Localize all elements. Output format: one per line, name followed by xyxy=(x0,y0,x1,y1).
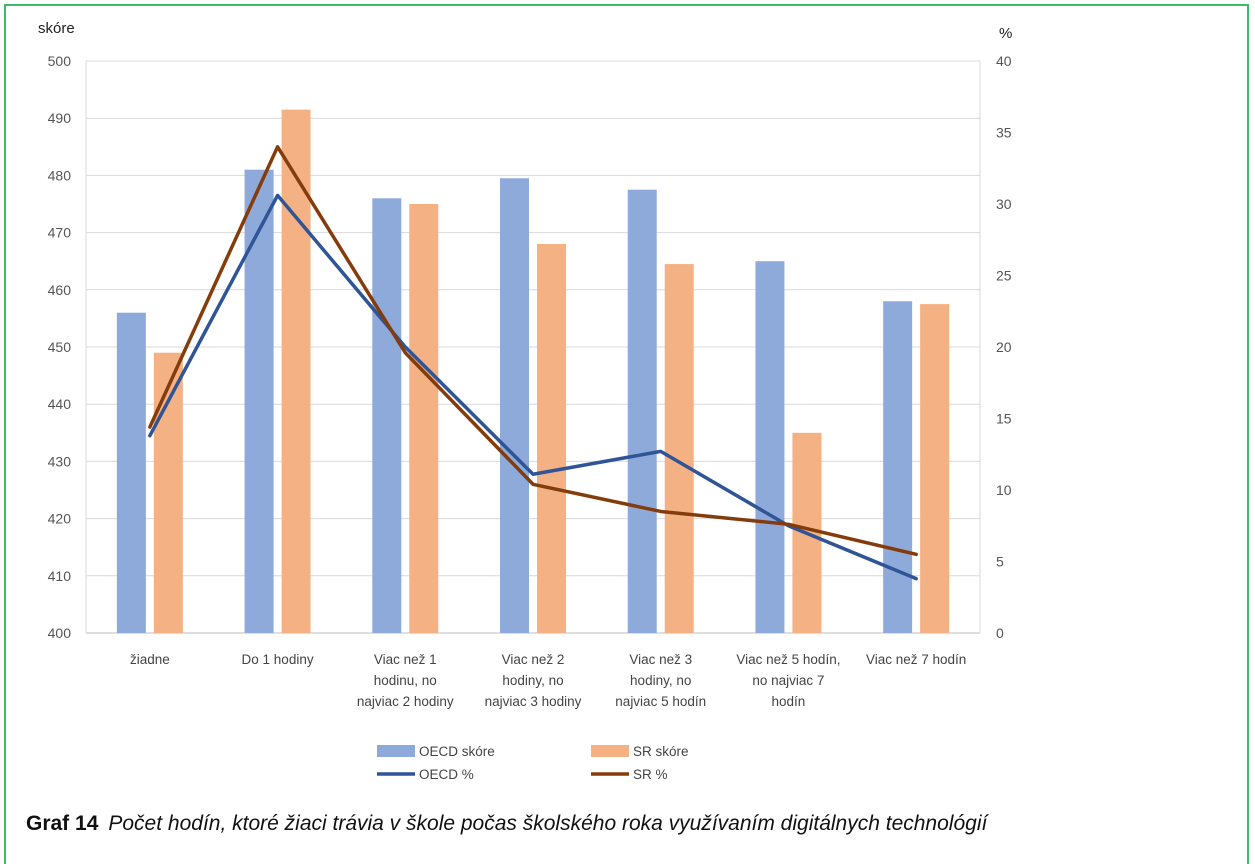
legend-swatch xyxy=(377,745,415,757)
category-label-line: hodinu, no xyxy=(374,673,437,688)
left-axis-ticks: 400 410 420 430 440 450 460 470 480 490 500 xyxy=(48,53,72,641)
right-tick-label: 30 xyxy=(996,196,1012,212)
category-label-line: Viac než 2 xyxy=(502,652,565,667)
category-label-line: Viac než 1 xyxy=(374,652,437,667)
left-tick-label: 420 xyxy=(48,511,72,527)
category-label-line: Viac než 3 xyxy=(629,652,692,667)
category-label: Viac než 1 hodinu, no najviac 2 hodiny xyxy=(357,652,454,709)
category-label: Viac než 7 hodín xyxy=(866,652,966,667)
right-axis-title: % xyxy=(999,25,1012,42)
lines xyxy=(148,145,918,581)
category-label-line: hodiny, no xyxy=(502,673,563,688)
caption-text: Počet hodín, ktoré žiaci trávia v škole … xyxy=(108,812,988,835)
bar-oecd-sk-re xyxy=(372,198,402,633)
combo-chart: 400 410 420 430 440 450 460 470 480 490 500 0 5 10 15… xyxy=(38,20,1012,782)
right-tick-label: 40 xyxy=(996,53,1012,69)
legend-label: SR % xyxy=(633,767,668,782)
figure-frame xyxy=(4,4,1249,864)
category-label: Do 1 hodiny xyxy=(242,652,314,667)
left-tick-label: 410 xyxy=(48,568,72,584)
bar-oecd-sk-re xyxy=(627,189,657,633)
bar-sr-sk-re xyxy=(153,352,183,633)
right-tick-label: 15 xyxy=(996,411,1012,427)
legend-label: OECD skóre xyxy=(419,744,495,759)
bars xyxy=(116,109,950,634)
right-tick-label: 35 xyxy=(996,125,1012,141)
bar-oecd-sk-re xyxy=(116,312,146,633)
legend: OECD skóre SR skóre OECD % SR % xyxy=(377,744,689,782)
right-tick-label: 0 xyxy=(996,625,1004,641)
right-axis-ticks: 0 5 10 15 20 25 30 35 40 xyxy=(996,53,1012,641)
bar-sr-sk-re xyxy=(537,244,566,634)
caption-number: Graf 14 xyxy=(26,812,99,835)
category-label: Viac než 2 hodiny, no najviac 3 hodiny xyxy=(485,652,582,709)
category-label: Viac než 3 hodiny, no najviac 5 hodín xyxy=(615,652,706,709)
category-label-line: hodiny, no xyxy=(630,673,691,688)
bar-sr-sk-re xyxy=(664,264,694,633)
legend-swatch xyxy=(591,745,629,757)
category-label-line: no najviac 7 xyxy=(752,673,824,688)
right-tick-label: 10 xyxy=(996,482,1012,498)
category-label: žiadne xyxy=(130,652,170,667)
left-axis-title: skóre xyxy=(38,20,75,37)
left-tick-label: 500 xyxy=(48,53,72,69)
figure-caption: Graf 14 Počet hodín, ktoré žiaci trávia v… xyxy=(26,812,987,836)
line-sr- xyxy=(148,145,918,557)
left-tick-label: 470 xyxy=(48,225,72,241)
left-tick-label: 490 xyxy=(48,110,72,126)
category-label-line: najviac 2 hodiny xyxy=(357,694,454,709)
category-label-line: Do 1 hodiny xyxy=(242,652,314,667)
left-tick-label: 430 xyxy=(48,453,72,469)
bar-sr-sk-re xyxy=(409,204,439,633)
bar-sr-sk-re xyxy=(920,304,950,633)
legend-label: OECD % xyxy=(419,767,474,782)
right-tick-label: 5 xyxy=(996,554,1004,570)
right-tick-label: 20 xyxy=(996,339,1012,355)
left-tick-label: 480 xyxy=(48,167,72,183)
gridlines xyxy=(85,60,981,634)
left-tick-label: 400 xyxy=(48,625,72,641)
bar-oecd-sk-re xyxy=(500,178,529,633)
right-tick-label: 25 xyxy=(996,268,1012,284)
bar-oecd-sk-re xyxy=(244,169,274,633)
left-tick-label: 460 xyxy=(48,282,72,298)
left-tick-label: 450 xyxy=(48,339,72,355)
bar-oecd-sk-re xyxy=(755,261,785,633)
category-label-line: najviac 5 hodín xyxy=(615,694,706,709)
legend-label: SR skóre xyxy=(633,744,689,759)
category-label-line: žiadne xyxy=(130,652,170,667)
bar-oecd-sk-re xyxy=(883,301,913,633)
bar-sr-sk-re xyxy=(281,109,311,634)
left-tick-label: 440 xyxy=(48,396,72,412)
category-label-line: Viac než 5 hodín, xyxy=(736,652,840,667)
category-labels: žiadne Do 1 hodiny Viac než 1 hodinu, no naj… xyxy=(130,652,966,709)
category-label: Viac než 5 hodín, no najviac 7 hodín xyxy=(736,652,840,709)
category-label-line: Viac než 7 hodín xyxy=(866,652,966,667)
category-label-line: najviac 3 hodiny xyxy=(485,694,582,709)
category-label-line: hodín xyxy=(772,694,806,709)
